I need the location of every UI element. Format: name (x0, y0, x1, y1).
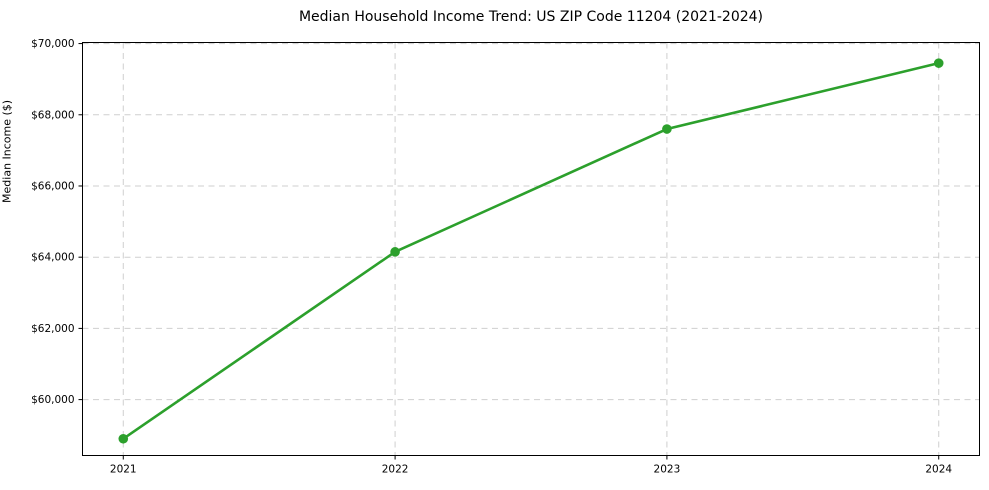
data-point-marker (662, 124, 672, 134)
y-tick-label: $60,000 (31, 394, 74, 406)
y-tick-label: $62,000 (31, 323, 74, 335)
y-tick-label: $68,000 (31, 109, 74, 121)
data-point-marker (390, 247, 400, 257)
chart-title: Median Household Income Trend: US ZIP Co… (298, 9, 764, 25)
x-tick-label: 2024 (925, 464, 952, 476)
data-point-marker (933, 58, 944, 68)
data-point-marker (118, 433, 129, 444)
x-tick-label: 2022 (382, 464, 409, 476)
y-tick-label: $66,000 (31, 180, 74, 192)
y-tick-label: $64,000 (31, 252, 74, 264)
trend-line (121, 61, 941, 441)
axes-spines (82, 42, 980, 456)
y-tick-label: $70,000 (31, 38, 74, 50)
x-tick-label: 2021 (110, 464, 137, 476)
x-tick-label: 2023 (654, 464, 681, 476)
